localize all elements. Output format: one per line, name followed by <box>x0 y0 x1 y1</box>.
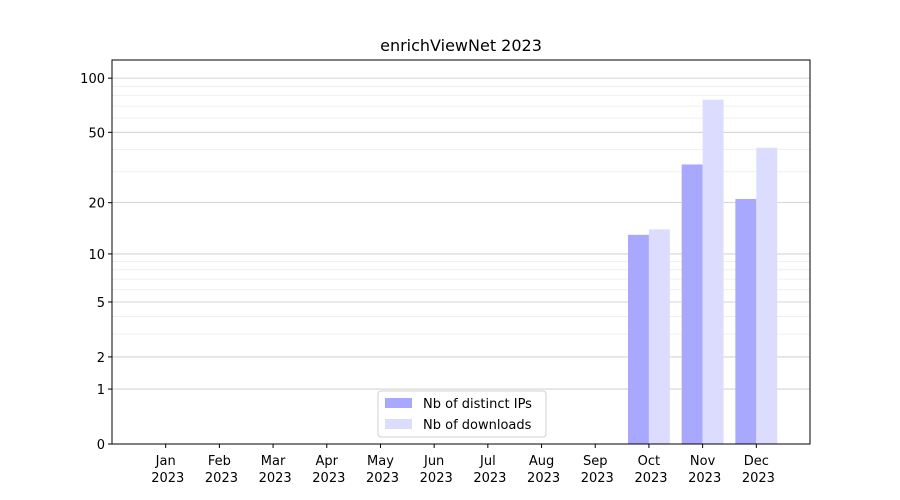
x-tick-label: May 2023 <box>362 454 399 486</box>
x-tick-label: Mar 2023 <box>254 454 291 486</box>
y-tick-label: 1 <box>97 383 105 398</box>
x-tick-label: Jun 2023 <box>416 454 453 486</box>
x-tick-label: Nov 2023 <box>684 454 721 486</box>
x-tick-label: Sep 2023 <box>577 454 614 486</box>
bar <box>756 147 778 444</box>
x-tick-label: Oct 2023 <box>630 454 667 486</box>
y-tick-label: 10 <box>88 248 105 263</box>
bar <box>681 164 703 444</box>
legend-swatch <box>385 419 412 429</box>
chart-title: enrichViewNet 2023 <box>380 36 542 55</box>
legend-swatch <box>385 398 412 408</box>
y-tick-label: 20 <box>88 197 105 212</box>
x-tick-label: Dec 2023 <box>738 454 775 486</box>
y-tick-label: 50 <box>88 126 105 141</box>
legend: Nb of distinct IPs Nb of downloads <box>377 390 547 438</box>
y-tick-label: 100 <box>80 72 105 87</box>
x-tick-label: Apr 2023 <box>308 454 345 486</box>
bar <box>648 229 670 444</box>
y-tick-label: 2 <box>97 351 105 366</box>
y-tick-label: 5 <box>97 296 105 311</box>
x-tick-label: Jul 2023 <box>469 454 506 486</box>
plot-frame <box>111 59 811 445</box>
x-tick-label: Feb 2023 <box>201 454 238 486</box>
x-tick-label: Jan 2023 <box>147 454 184 486</box>
legend-label: Nb of distinct IPs <box>423 397 532 412</box>
y-tick-label: 0 <box>97 438 105 453</box>
x-tick-label: Aug 2023 <box>523 454 560 486</box>
bar <box>702 99 724 444</box>
legend-box <box>377 390 547 438</box>
legend-label: Nb of downloads <box>423 418 532 433</box>
bar <box>627 234 649 444</box>
bar <box>735 198 757 444</box>
